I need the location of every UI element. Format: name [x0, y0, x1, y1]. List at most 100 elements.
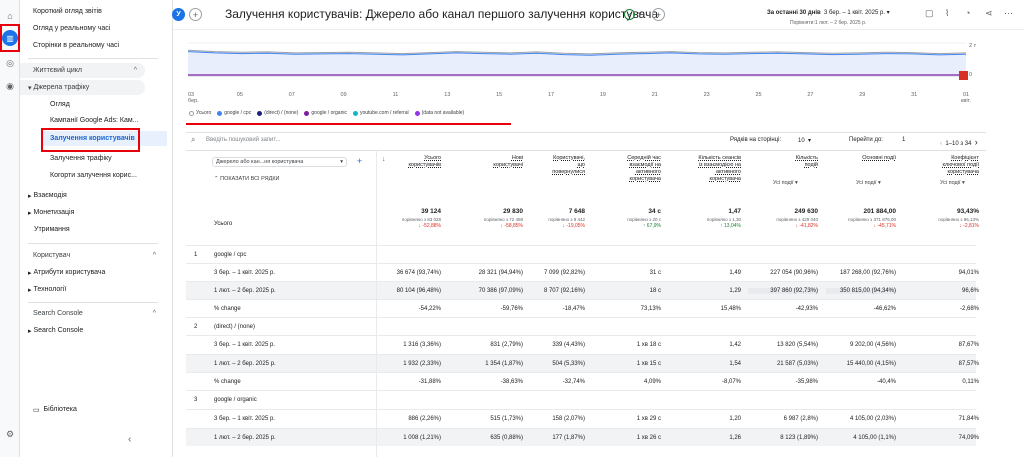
table-cell: 74,09% [958, 435, 979, 441]
dimension-selector[interactable]: Джерело або кан...ня користувача ▾ [212, 157, 347, 167]
section-lifecycle[interactable]: Життєвий цикл ^ [20, 63, 145, 78]
metric-filter-events[interactable]: Усі події ▾ [773, 180, 798, 186]
sidebar-item-google-ads-campaigns[interactable]: Кампанії Google Ads: Кам... [50, 117, 139, 124]
sidebar-item-retention[interactable]: Утримання [34, 226, 70, 233]
table-cell: 28 321 (94,94%) [478, 270, 523, 276]
total-compare: порівняно з 96,13% [938, 217, 979, 222]
advertising-icon[interactable]: ◉ [6, 80, 14, 91]
x-tick-label: 27 [807, 92, 813, 98]
explore-icon[interactable]: ◎ [6, 57, 14, 68]
table-row[interactable]: 3 бер. – 1 квіт. 2025 р. 1 316 (3,36%) 831… [186, 335, 979, 353]
collapse-sidebar-icon[interactable]: ‹ [128, 434, 132, 445]
table-row[interactable]: 3 бер. – 1 квіт. 2025 р. 36 674 (93,74%) 2… [186, 263, 979, 281]
share-icon[interactable]: ⋖ [985, 8, 993, 18]
column-header[interactable]: Кількість сеансів із взаємодією на активно… [671, 155, 741, 183]
column-header[interactable]: Середній час взаємодії на активного користу… [591, 155, 661, 183]
legend-item[interactable]: (data not available) [414, 110, 464, 116]
customize-report-icon[interactable]: ▢ [925, 8, 934, 18]
sidebar-item-user-attributes[interactable]: ▸ Атрибути користувача [28, 269, 106, 277]
section-search-console[interactable]: Search Console ^ [33, 310, 156, 317]
column-header-line: користувача [947, 169, 979, 175]
table-group-row[interactable]: 1 google / cpc [186, 245, 976, 263]
table-row[interactable]: % change -31,88% -38,63% -32,74% 4,09% -8,07%… [186, 372, 979, 390]
y-axis-ticks: 2 тис. 0 [969, 43, 976, 78]
table-row[interactable]: 3 бер. – 1 квіт. 2025 р. 886 (2,26%) 515 (… [186, 409, 979, 427]
legend-item[interactable]: google / cpc [217, 110, 251, 116]
settings-icon[interactable]: ⚙ [5, 428, 15, 439]
table-row[interactable]: 1 лют. – 2 бер. 2025 р. 1 932 (2,33%) 1 35… [186, 354, 979, 372]
chevron-up-icon: ^ [152, 252, 156, 259]
metric-filter-rate[interactable]: Усі події ▾ [940, 180, 965, 186]
sidebar-item-traffic-sources[interactable]: ▾ Джерела трафіку [20, 80, 145, 95]
annotation-marker-icon[interactable] [959, 71, 968, 80]
sidebar-item-tech[interactable]: ▸ Технології [28, 286, 67, 294]
sidebar-item-realtime-pages[interactable]: Сторінки в реальному часі [33, 42, 120, 49]
legend-item[interactable]: google / organic [304, 110, 347, 116]
section-user[interactable]: Користувач ^ [33, 252, 156, 259]
sidebar-item-reports-snapshot[interactable]: Короткий огляд звітів [33, 8, 102, 15]
total-compare: порівняно з 83 028 [401, 217, 441, 222]
sort-arrow-icon[interactable]: ↓ [382, 156, 386, 163]
metric-filter-key-events[interactable]: Усі події ▾ [856, 180, 881, 186]
rows-per-page-select[interactable]: 10 ▾ [798, 138, 812, 144]
total-value: 201 884,00 [863, 208, 896, 215]
sidebar-item-library[interactable]: ▭ Бібліотека [33, 406, 77, 414]
legend-item[interactable]: youtube.com / referral [352, 110, 409, 116]
goto-input[interactable]: 1 [902, 137, 906, 143]
search-input[interactable]: Введіть пошуковий запит... [206, 137, 281, 143]
sidebar-item-realtime-overview[interactable]: Огляд у реальному часі [33, 25, 111, 32]
insights-icon[interactable]: ◔ [965, 8, 971, 18]
total-change: ↑ 67,9% [642, 223, 661, 229]
table-cell: -32,74% [562, 379, 585, 385]
sidebar-item-engagement[interactable]: ▸ Взаємодія [28, 192, 67, 200]
column-header[interactable]: Нові користувачі [453, 155, 523, 169]
x-tick-label: 07 [289, 92, 295, 98]
sidebar-item-monetization[interactable]: ▸ Монетизація [28, 209, 75, 217]
highlight-box-reports [0, 24, 20, 52]
date-range[interactable]: За останні 30 днів 3 бер. – 1 квіт. 2025… [767, 10, 890, 16]
row-label: 1 лют. – 2 бер. 2025 р. [214, 435, 276, 441]
legend-item[interactable]: (direct) / (none) [257, 110, 298, 116]
avatar[interactable]: У [172, 8, 185, 21]
column-header[interactable]: Основні події [826, 155, 896, 162]
add-comparison-button[interactable]: + [189, 8, 202, 21]
x-tick-label: 29 [859, 92, 865, 98]
table-group-row[interactable]: 3 google / organic [186, 390, 976, 408]
home-icon[interactable]: ⌂ [7, 11, 13, 21]
table-row[interactable]: % change -54,22% -59,76% -18,47% 73,13% 15,48… [186, 299, 979, 317]
table-row[interactable]: 1 лют. – 2 бер. 2025 р. 80 104 (96,48%) 70… [186, 281, 979, 299]
show-all-rows-toggle[interactable]: ⌃ ПОКАЗАТИ ВСІ РЯДКИ [214, 176, 280, 182]
check-icon[interactable]: ✓ [624, 9, 635, 20]
next-page-icon[interactable]: › [974, 137, 978, 147]
table-cell: 21 587 (5,03%) [776, 361, 818, 367]
table-row[interactable]: 1 лют. – 2 бер. 2025 р. 1 008 (1,21%) 635 … [186, 428, 979, 446]
sidebar-item-search-console[interactable]: ▸ Search Console [28, 327, 84, 335]
sidebar-item-overview[interactable]: Огляд [50, 101, 70, 108]
legend-item[interactable]: Усього [189, 110, 211, 116]
column-header[interactable]: Коефіцієнт ключової події користувача [909, 155, 979, 176]
rows-per-page-label: Рядків на сторінці: [730, 137, 782, 143]
column-header-line: користувачі [493, 162, 523, 168]
pagination[interactable]: ‹ 1–10 з 34 › [940, 137, 978, 147]
column-header[interactable]: Кількість подій [748, 155, 818, 169]
sidebar-item-traffic-acquisition[interactable]: Залучення трафіку [50, 155, 112, 162]
sidebar-item-acquisition-cohorts[interactable]: Когорти залучення корис... [50, 172, 137, 179]
prev-page-icon[interactable]: ‹ [940, 141, 942, 147]
table-cell: 73,13% [640, 306, 661, 312]
table-cell: 350 815,00 (94,34%) [826, 288, 896, 294]
add-dimension-button[interactable]: + [357, 156, 363, 166]
x-tick-label: 09 [341, 92, 347, 98]
table-cell: 1 хв 15 с [636, 361, 661, 367]
total-value: 34 с [648, 208, 661, 215]
table-group-row[interactable]: 2 (direct) / (none) [186, 317, 976, 335]
chart-icon[interactable]: ⌇ [945, 8, 950, 18]
more-options-icon[interactable]: ⋯ [1004, 8, 1013, 18]
reports-icon[interactable]: ▥ [2, 30, 18, 46]
title-dropdown-icon[interactable]: ▾ [638, 11, 642, 18]
legend-label: google / cpc [224, 110, 252, 116]
column-header[interactable]: Усього користувачів [371, 155, 441, 169]
table-cell: 158 (2,07%) [552, 416, 585, 422]
sidebar-item-user-acquisition[interactable]: Залучення користувачів [42, 131, 167, 146]
add-filter-button[interactable]: + [652, 8, 665, 21]
column-header[interactable]: Користувачі, що повернулися [515, 155, 585, 176]
